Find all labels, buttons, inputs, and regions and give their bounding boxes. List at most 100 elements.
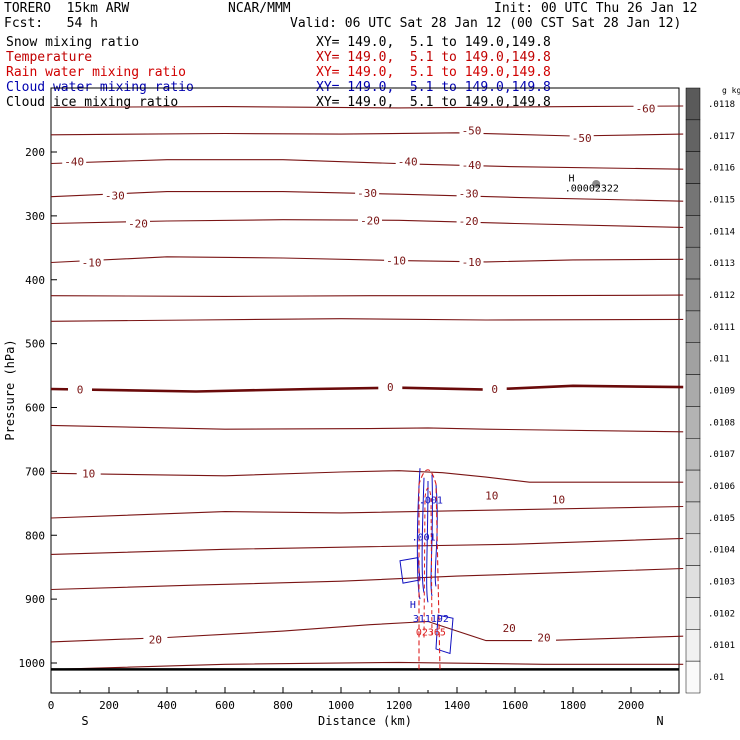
contour-label-bg — [358, 214, 382, 226]
colorbar-label-3: .0115 — [708, 195, 735, 205]
x-tick-label-2000: 2000 — [618, 699, 645, 712]
temperature-contour-extra-6 — [50, 661, 684, 670]
colorbar-swatch-16 — [685, 597, 701, 630]
contour-label--20-1: -20 — [360, 214, 380, 227]
contour-label-bg — [479, 489, 504, 501]
field-annotation-4: 02365 — [416, 628, 446, 639]
contour-label-bg — [395, 155, 420, 167]
contour-label-bg — [532, 631, 556, 643]
contour-label-bg — [79, 256, 104, 268]
field-annotation-1: .001 — [419, 495, 443, 506]
colorbar-label-10: .0108 — [708, 418, 735, 428]
colorbar-label-0: .0118 — [708, 100, 735, 110]
y-tick-label-900: 900 — [25, 593, 45, 606]
contour-label--50-1: -50 — [572, 132, 592, 145]
temperature-contour-10 — [50, 470, 684, 483]
x-tick-label-600: 600 — [215, 699, 235, 712]
x-tick-label-1400: 1400 — [444, 699, 471, 712]
contour-label-10-2: 10 — [552, 493, 565, 506]
field-name-snow: Snow mixing ratio — [6, 35, 140, 50]
temperature-contour-extra-3 — [50, 505, 684, 519]
valid-time: Valid: 06 UTC Sat 28 Jan 12 (00 CST Sat … — [290, 16, 682, 31]
contour-label-bg — [378, 381, 403, 393]
contour-label--10-1: -10 — [386, 255, 406, 268]
contour-label--10-2: -10 — [462, 256, 482, 269]
y-tick-label-400: 400 — [25, 274, 45, 287]
colorbar-label-5: .0113 — [708, 259, 735, 269]
y-tick-label-700: 700 — [25, 465, 45, 478]
x-tick-label-400: 400 — [157, 699, 177, 712]
temperature-contour-extra-4 — [50, 537, 684, 555]
contour-label-bg — [102, 189, 127, 201]
colorbar-label-15: .0103 — [708, 578, 735, 588]
contour-label-bg — [456, 214, 481, 226]
contour-label-bg — [497, 621, 522, 633]
contour-label-bg — [633, 102, 658, 114]
field-annotation-3: H — [410, 600, 416, 611]
cloud-water-contour-4 — [434, 484, 438, 587]
contour-label-bg — [126, 217, 150, 229]
colorbar-swatch-9 — [685, 374, 701, 407]
contour-label--40-1: -40 — [398, 156, 418, 169]
colorbar-label-17: .0101 — [708, 641, 735, 651]
temperature-contour--30 — [50, 191, 684, 202]
colorbar-swatch-5 — [685, 246, 701, 280]
contour-label--40-0: -40 — [64, 156, 84, 169]
y-tick-label-1000: 1000 — [19, 657, 46, 670]
forecast-hour: Fcst: 54 h — [4, 16, 98, 31]
colorbar-swatch-11 — [685, 438, 701, 471]
contour-label--30-2: -30 — [459, 188, 479, 201]
colorbar-label-14: .0104 — [708, 546, 735, 556]
x-tick-label-0: 0 — [48, 699, 55, 712]
contour-label-20-0: 20 — [149, 633, 162, 646]
contour-label-bg — [76, 467, 101, 479]
colorbar-swatch-0 — [685, 87, 701, 121]
colorbar-label-12: .0106 — [708, 482, 735, 492]
field-annotation-5: H — [569, 173, 575, 184]
colorbar-label-18: .01 — [708, 673, 724, 683]
y-tick-label-500: 500 — [25, 338, 45, 351]
temperature-contour-extra-0 — [50, 294, 684, 297]
temperature-contour-extra-2 — [50, 424, 684, 433]
colorbar-label-11: .0107 — [708, 450, 735, 460]
x-tick-label-1800: 1800 — [560, 699, 587, 712]
cloud-water-contour-2 — [426, 480, 429, 603]
cloud-ice-max-marker — [592, 179, 601, 188]
contour-label--40-2: -40 — [462, 159, 482, 172]
cloud-water-cell-right — [435, 614, 454, 655]
contour-label-20-2: 20 — [537, 631, 550, 644]
colorbar-label-7: .0111 — [708, 323, 735, 333]
init-time: Init: 00 UTC Thu 26 Jan 12 — [494, 1, 698, 16]
field-xy-rain: XY= 149.0, 5.1 to 149.0,149.8 — [316, 65, 551, 80]
colorbar-label-6: .0112 — [708, 291, 735, 301]
field-annotation-6: .00002322 — [565, 184, 619, 195]
field-annotation-2: 311192 — [413, 614, 449, 625]
contour-label-20-1: 20 — [503, 622, 516, 635]
colorbar-swatch-1 — [685, 119, 701, 152]
field-xy-snow: XY= 149.0, 5.1 to 149.0,149.8 — [316, 35, 551, 50]
model-title: TORERO 15km ARW — [4, 1, 130, 16]
temperature-contour--10 — [50, 256, 684, 264]
colorbar-label-4: .0114 — [708, 227, 735, 237]
colorbar-swatch-2 — [685, 151, 701, 184]
cloud-water-contour-1 — [421, 477, 425, 593]
contour-label-bg — [459, 158, 484, 170]
x-axis-title: Distance (km) — [318, 714, 412, 728]
south-label: S — [81, 714, 88, 728]
x-tick-label-1600: 1600 — [502, 699, 529, 712]
temperature-contour--60 — [50, 105, 684, 109]
contour-label-bg — [546, 493, 571, 505]
cloud-water-cell-left — [399, 557, 421, 584]
y-axis-title: Pressure (hPa) — [3, 339, 17, 440]
contour-label-bg — [459, 124, 484, 136]
x-tick-label-1200: 1200 — [386, 699, 413, 712]
contour-label-10-1: 10 — [485, 490, 498, 503]
contour-label--30-1: -30 — [357, 187, 377, 200]
field-name-temperature: Temperature — [6, 50, 93, 65]
contour-label--10-0: -10 — [82, 257, 102, 270]
colorbar-label-2: .0116 — [708, 164, 735, 174]
y-tick-label-300: 300 — [25, 210, 45, 223]
x-tick-label-1000: 1000 — [328, 699, 355, 712]
colorbar-label-13: .0105 — [708, 514, 735, 524]
field-name-rain: Rain water mixing ratio — [6, 65, 187, 80]
